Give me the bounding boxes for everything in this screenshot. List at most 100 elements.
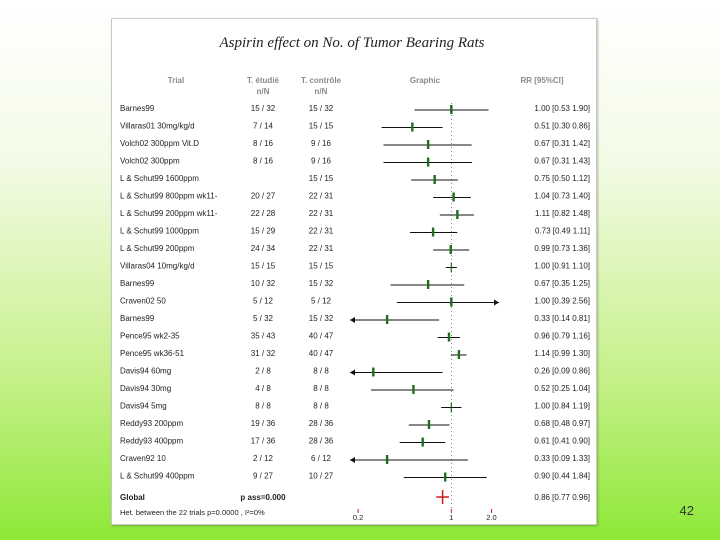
row-control-count: 15 / 32: [309, 314, 334, 323]
row-rr-ci: 0.52 [0.25 1.04]: [534, 384, 590, 393]
row-treated-count: 15 / 29: [251, 227, 276, 236]
heterogeneity-text: Het. between the 22 trials p=0.0000 , I²…: [120, 508, 265, 517]
row-trial-label: Villaras01 30mg/kg/d: [120, 122, 195, 131]
forest-row: Volch02 300ppm Vit.D 8 / 16 9 / 16 0.67 [0.…: [120, 139, 590, 149]
row-trial-label: L & Schut99 1600ppm: [120, 174, 199, 183]
row-rr-ci: 0.67 [0.35 1.25]: [534, 279, 590, 288]
row-control-count: 22 / 31: [309, 244, 334, 253]
estimate-marker: [427, 420, 431, 429]
row-treated-count: 2 / 12: [253, 454, 274, 463]
estimate-marker: [457, 350, 461, 359]
forest-row: Craven02 50 5 / 12 5 / 12 1.00 [0.39 2.56]: [120, 297, 590, 307]
row-trial-label: Craven02 50: [120, 297, 166, 306]
estimate-marker: [456, 210, 459, 219]
row-trial-label: Barnes99: [120, 104, 155, 113]
estimate-marker: [426, 157, 430, 167]
row-control-count: 28 / 36: [309, 437, 334, 446]
row-control-count: 22 / 31: [309, 209, 334, 218]
row-control-count: 15 / 32: [309, 279, 334, 288]
row-control-count: 28 / 36: [309, 419, 334, 428]
row-rr-ci: 0.61 [0.41 0.90]: [534, 437, 590, 446]
forest-row: L & Schut99 1000ppm 15 / 29 22 / 31 0.73 [0…: [120, 227, 590, 237]
row-trial-label: Reddy93 400ppm: [120, 437, 183, 446]
estimate-marker: [433, 175, 436, 184]
forest-plot: Aspirin effect on No. of Tumor Bearing R…: [120, 35, 590, 522]
row-rr-ci: 1.00 [0.84 1.19]: [534, 402, 590, 411]
row-rr-ci: 1.14 [0.99 1.30]: [534, 349, 590, 358]
row-treated-count: 8 / 16: [253, 157, 274, 166]
row-control-count: 8 / 8: [313, 402, 329, 411]
header-control: T. contrôle: [301, 76, 342, 85]
row-treated-count: 15 / 15: [251, 262, 276, 271]
row-rr-ci: 0.68 [0.48 0.97]: [534, 419, 590, 428]
x-tick-label: 2.0: [486, 513, 496, 522]
row-rr-ci: 0.67 [0.31 1.42]: [534, 139, 590, 148]
forest-row: L & Schut99 800ppm wk11- 20 / 27 22 / 31 1.…: [120, 192, 590, 202]
row-treated-count: 10 / 32: [251, 279, 276, 288]
row-treated-count: 8 / 8: [255, 402, 271, 411]
row-rr-ci: 0.67 [0.31 1.43]: [534, 157, 590, 166]
forest-rows: Barnes99 15 / 32 15 / 32 1.00 [0.53 1.90] Vi…: [120, 104, 590, 504]
estimate-marker: [449, 245, 452, 254]
header-control-sub: n/N: [315, 87, 328, 96]
row-rr-ci: 0.26 [0.09 0.86]: [534, 367, 590, 376]
row-rr-ci: 1.00 [0.91 1.10]: [534, 262, 590, 271]
page-number: 42: [679, 503, 694, 518]
estimate-marker: [447, 332, 451, 342]
forest-row: Davis94 5mg 8 / 8 8 / 8 1.00 [0.84 1.19]: [120, 402, 590, 413]
header-treated: T. étudié: [247, 76, 280, 85]
forest-row: Villaras01 30mg/kg/d 7 / 14 15 / 15 0.51 [0…: [120, 122, 590, 132]
estimate-marker: [385, 455, 389, 464]
forest-row: L & Schut99 400ppm 9 / 27 10 / 27 0.90 [0.4…: [120, 472, 590, 482]
forest-row: Volch02 300ppm 8 / 16 9 / 16 0.67 [0.31 1.4…: [120, 157, 590, 167]
ci-arrow-left: [350, 317, 355, 323]
row-treated-count: 9 / 27: [253, 472, 274, 481]
estimate-marker: [431, 227, 435, 237]
row-rr-ci: 0.73 [0.49 1.11]: [535, 227, 590, 236]
x-axis: Het. between the 22 trials p=0.0000 , I²…: [120, 103, 497, 522]
estimate-marker: [426, 140, 430, 149]
ci-arrow-right: [494, 299, 499, 306]
row-control-count: 15 / 15: [309, 262, 334, 271]
row-trial-label: Pence95 wk2-35: [120, 332, 180, 341]
row-trial-label: Craven92 10: [120, 454, 166, 463]
row-trial-label: Barnes99: [120, 279, 155, 288]
row-control-count: 5 / 12: [311, 297, 332, 306]
row-rr-ci: 1.00 [0.53 1.90]: [534, 104, 590, 113]
row-control-count: 15 / 15: [309, 122, 334, 131]
estimate-marker: [450, 105, 453, 114]
row-treated-count: 24 / 34: [251, 244, 276, 253]
forest-plot-image: Aspirin effect on No. of Tumor Bearing R…: [111, 18, 597, 525]
row-rr-ci: 1.00 [0.39 2.56]: [534, 297, 590, 306]
row-control-count: 22 / 31: [309, 227, 334, 236]
row-treated-count: 15 / 32: [251, 104, 276, 113]
row-control-count: 9 / 16: [311, 139, 332, 148]
row-treated-count: 5 / 12: [253, 297, 274, 306]
row-trial-label: Volch02 300ppm Vit.D: [120, 139, 199, 148]
row-treated-count: 35 / 43: [251, 332, 276, 341]
row-control-count: 15 / 32: [309, 104, 334, 113]
row-treated-count: 22 / 28: [251, 209, 276, 218]
row-trial-label: L & Schut99 200ppm: [120, 244, 195, 253]
forest-row: Pence95 wk2-35 35 / 43 40 / 47 0.96 [0.79 1…: [120, 332, 590, 342]
row-treated-count: 5 / 32: [253, 314, 274, 323]
global-p-value: p ass=0.000: [240, 493, 286, 502]
row-trial-label: Davis94 30mg: [120, 384, 171, 393]
row-trial-label: L & Schut99 800ppm wk11-: [120, 192, 218, 201]
row-treated-count: 8 / 16: [253, 139, 274, 148]
row-control-count: 40 / 47: [309, 349, 334, 358]
row-rr-ci: 1.04 [0.73 1.40]: [534, 192, 590, 201]
row-trial-label: Villaras04 10mg/kg/d: [120, 262, 195, 271]
header-treated-sub: n/N: [257, 87, 270, 96]
row-rr-ci: 0.90 [0.44 1.84]: [534, 472, 590, 481]
row-rr-ci: 0.99 [0.73 1.36]: [534, 244, 590, 253]
forest-row: Davis94 60mg 2 / 8 8 / 8 0.26 [0.09 0.86]: [120, 367, 590, 377]
row-trial-label: Barnes99: [120, 314, 155, 323]
forest-row: L & Schut99 200ppm wk11- 22 / 28 22 / 31 1.…: [120, 209, 590, 219]
row-rr-ci: 0.96 [0.79 1.16]: [534, 332, 590, 341]
row-rr-ci: 1.11 [0.82 1.48]: [535, 209, 590, 218]
estimate-marker: [372, 367, 375, 377]
global-rr-ci: 0.86 [0.77 0.96]: [534, 493, 590, 502]
row-trial-label: Davis94 5mg: [120, 402, 167, 411]
row-treated-count: 7 / 14: [253, 122, 274, 131]
